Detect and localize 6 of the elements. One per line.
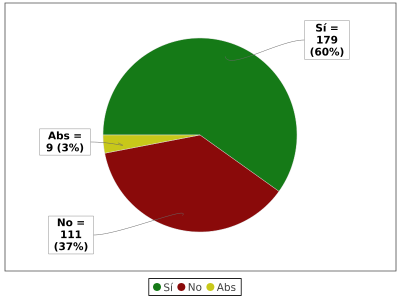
- legend-label: Sí: [164, 282, 174, 292]
- data-label: Sí = 179 (60%): [310, 23, 344, 57]
- legend-label: Abs: [216, 282, 236, 292]
- legend-label: No: [188, 283, 202, 291]
- data-label: Abs = 9 (3%): [46, 131, 84, 153]
- data-label: No = 111 (37%): [54, 218, 88, 252]
